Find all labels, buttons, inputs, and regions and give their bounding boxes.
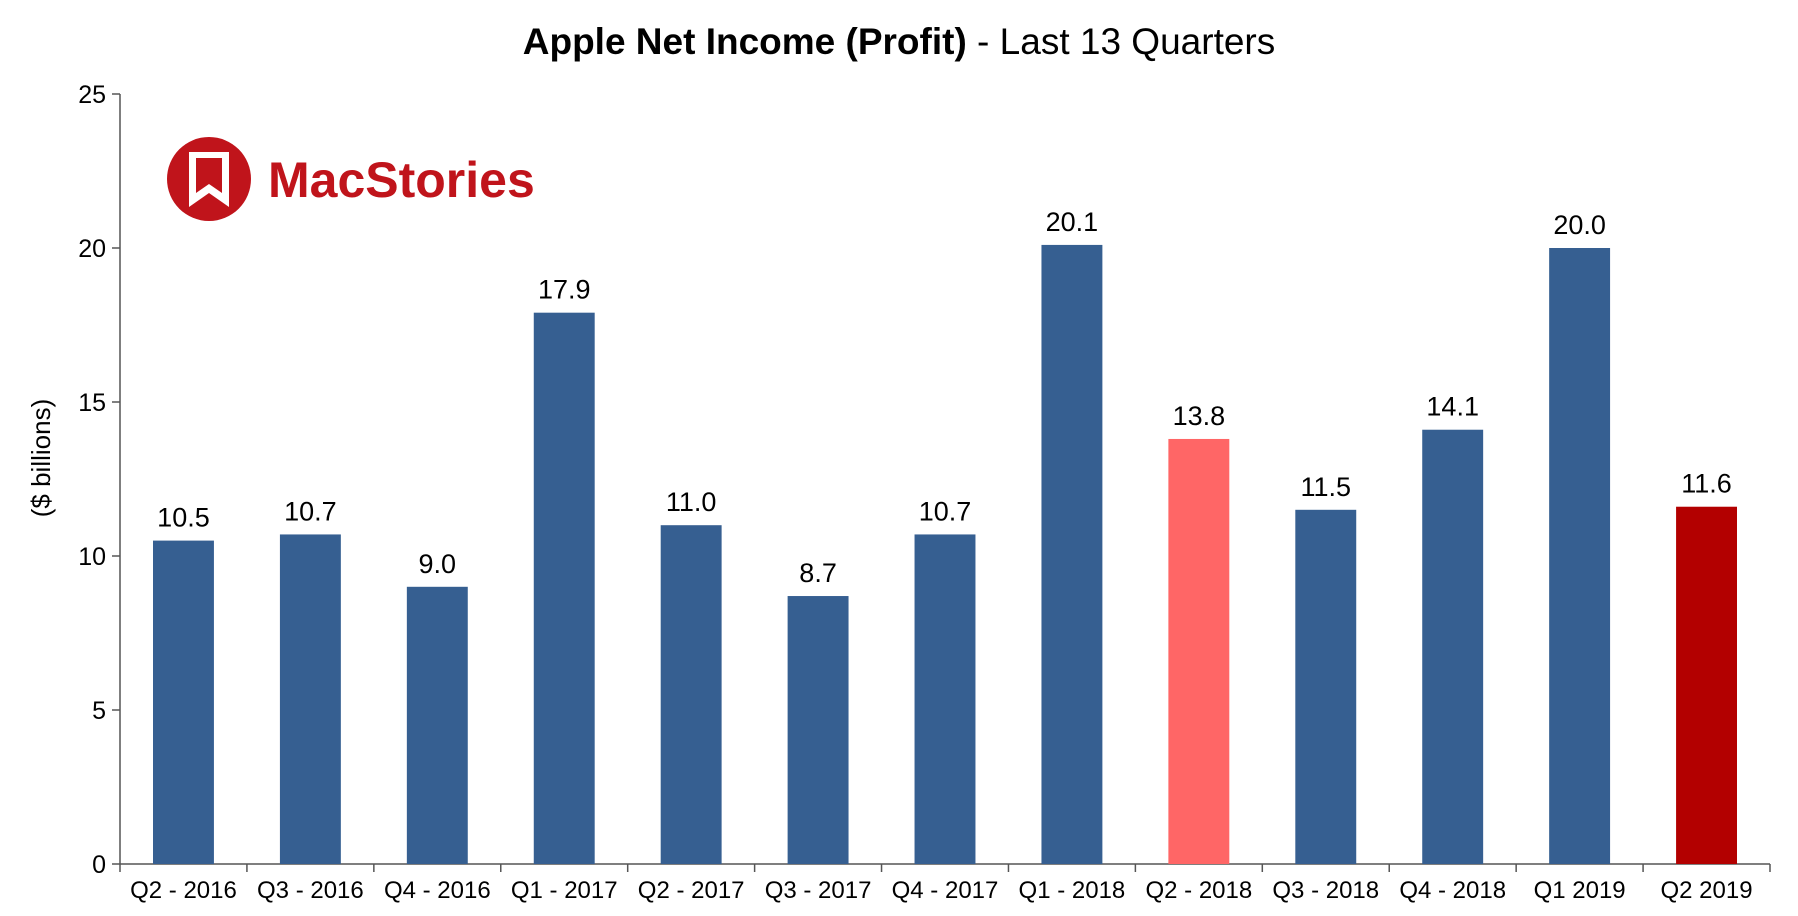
bar (787, 596, 849, 864)
data-label: 10.7 (284, 496, 337, 526)
macstories-logo: MacStories (167, 137, 535, 221)
x-tick-label: Q4 - 2018 (1399, 877, 1506, 904)
x-tick-label: Q3 - 2017 (765, 877, 872, 904)
data-label: 20.1 (1046, 207, 1099, 237)
x-tick-labels: Q2 - 2016 Q3 - 2016 Q4 - 2016 Q1 - 2017 Q2 -… (119, 864, 1771, 904)
data-label: 10.7 (919, 496, 972, 526)
bookmark-icon (167, 137, 251, 221)
y-tick-label: 5 (92, 697, 106, 725)
bar (1676, 506, 1737, 864)
chart-title-main: Apple Net Income (Profit) (523, 21, 967, 62)
chart-title: Apple Net Income (Profit) - Last 13 Quar… (523, 21, 1276, 62)
x-tick-label: Q1 - 2018 (1019, 877, 1126, 904)
bar (1041, 244, 1103, 865)
chart-title-rest: - Last 13 Quarters (967, 21, 1275, 62)
x-tick-label: Q2 2019 (1660, 877, 1752, 904)
data-label: 11.0 (666, 487, 717, 517)
data-label: 13.8 (1173, 401, 1226, 431)
bar (1295, 509, 1357, 864)
data-label: 14.1 (1426, 392, 1479, 422)
y-tick-label: 10 (78, 543, 106, 571)
x-tick-label: Q1 - 2017 (511, 877, 618, 904)
x-tick-label: Q2 - 2017 (638, 877, 745, 904)
data-label: 17.9 (538, 275, 591, 305)
bar (914, 534, 976, 864)
y-tick-label: 25 (78, 81, 106, 109)
x-tick-label: Q4 - 2016 (384, 877, 491, 904)
bar (153, 540, 214, 864)
y-tick-label: 20 (78, 235, 106, 263)
data-label: 9.0 (419, 549, 457, 579)
data-label: 11.5 (1300, 472, 1351, 502)
x-tick-label: Q2 - 2018 (1145, 877, 1252, 904)
bar (279, 534, 341, 864)
data-label: 8.7 (799, 558, 837, 588)
bar (1422, 429, 1484, 864)
bars (153, 244, 1737, 865)
x-tick-label: Q2 - 2016 (130, 877, 237, 904)
x-tick-label: Q1 2019 (1534, 877, 1626, 904)
data-labels: 10.5 10.7 9.0 17.9 11.0 8.7 10.7 20.1 13.8 11.5 14… (157, 207, 1732, 588)
y-axis-label: ($ billions) (26, 399, 56, 518)
x-tick-label: Q3 - 2016 (257, 877, 364, 904)
data-label: 10.5 (157, 503, 210, 533)
x-tick-label: Q3 - 2018 (1272, 877, 1379, 904)
bar (660, 525, 722, 864)
logo-text: MacStories (268, 152, 535, 208)
bar (533, 312, 595, 864)
y-tick-label: 0 (92, 851, 106, 879)
data-label: 11.6 (1681, 469, 1732, 499)
bar (1168, 438, 1230, 864)
y-tick-label: 15 (78, 389, 106, 417)
bar (406, 586, 468, 864)
data-label: 20.0 (1553, 210, 1606, 240)
y-ticks: 0 5 10 15 20 25 (78, 81, 120, 879)
bar (1549, 248, 1611, 864)
x-tick-label: Q4 - 2017 (892, 877, 999, 904)
